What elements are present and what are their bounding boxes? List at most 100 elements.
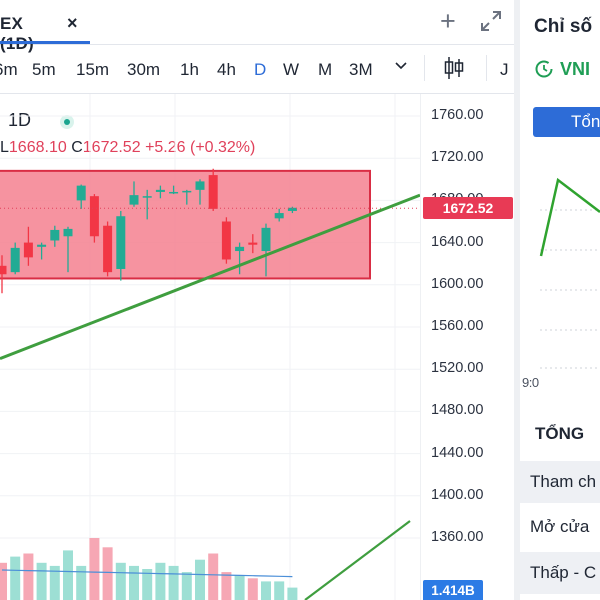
timeframe-6m[interactable]: 6m [0, 60, 18, 79]
panel-splitter[interactable] [514, 0, 520, 600]
volume-bar [168, 565, 179, 600]
candle-body [0, 265, 7, 275]
ohlc-close-label: C [71, 139, 83, 156]
toolbar-divider [424, 55, 425, 81]
candle-body [248, 242, 258, 245]
expand-icon[interactable] [478, 8, 504, 34]
volume-bar [23, 553, 34, 600]
volume-bar [115, 562, 126, 600]
ohlc-change-value: +5.26 (+0.32%) [145, 139, 256, 156]
candle-body [274, 213, 284, 219]
summary-section-title: TỔNG [535, 424, 585, 443]
volume-ma-line [1, 569, 293, 578]
price-tick-label: 1480.00 [431, 402, 484, 419]
timeframe-W[interactable]: W [283, 60, 300, 79]
price-chart[interactable] [0, 94, 420, 600]
candlestick-icon[interactable] [443, 55, 465, 81]
volume-bar [155, 562, 166, 600]
timeframe-30m[interactable]: 30m [127, 60, 161, 79]
price-tick-label: 1440.00 [431, 444, 484, 461]
clock-icon [535, 60, 553, 78]
volume-bar [287, 587, 298, 600]
price-tick-label: 1720.00 [431, 149, 484, 166]
candle-body [195, 181, 205, 190]
candle-body [10, 247, 20, 273]
candle-body [116, 216, 126, 269]
candle-body [221, 221, 231, 260]
candle-body [76, 185, 86, 201]
candle-body [142, 196, 152, 198]
timeframe-D[interactable]: D [254, 60, 267, 79]
timeframe-1h[interactable]: 1h [180, 60, 199, 79]
trendline-volume [304, 520, 411, 600]
index-side-panel: Chỉ số VNI Tổn 9:0 TỔNG Tham ch Mở cửa T… [520, 0, 600, 600]
price-tick-label: 1520.00 [431, 360, 484, 377]
candle-body [208, 175, 218, 209]
price-tick-label: 1600.00 [431, 275, 484, 292]
timeframe-M[interactable]: M [318, 60, 333, 79]
volume-bar [274, 581, 285, 600]
volume-bar [261, 581, 271, 600]
timeframe-3M[interactable]: 3M [349, 60, 373, 79]
candle-body [103, 225, 113, 273]
summary-row-reference: Tham ch [520, 461, 600, 503]
volume-bar [102, 547, 113, 600]
chart-tab-bar: EX (1D) × + [0, 0, 514, 53]
volume-bar [247, 578, 258, 600]
candle-body [287, 207, 297, 211]
volume-bar [142, 569, 153, 600]
timeframe-toolbar: 6m 5m 15m 30m 1h 4h DWM 3M [0, 45, 514, 94]
ohlc-close-value: 1672.52 [82, 139, 141, 156]
trendline [0, 193, 420, 361]
price-tick-label: 1640.00 [431, 233, 484, 250]
candle-body [155, 189, 165, 192]
price-tick-label: 1760.00 [431, 107, 484, 123]
chevron-down-icon[interactable] [394, 58, 408, 72]
ohlc-low-value: 1668.10 [8, 139, 67, 156]
active-tab-indicator [0, 41, 90, 44]
volume-bar [0, 562, 7, 600]
timeframe-5m[interactable]: 5m [32, 60, 56, 79]
add-tab-icon[interactable]: + [440, 6, 456, 36]
volume-bar [195, 559, 205, 600]
last-price-tag: 1672.52 [423, 197, 513, 220]
volume-bar [129, 565, 139, 600]
summary-button[interactable]: Tổn [533, 107, 600, 137]
volume-bar [208, 553, 219, 600]
close-icon[interactable]: × [67, 13, 78, 33]
volume-tag: 1.414B [423, 580, 483, 600]
volume-bar [221, 572, 232, 600]
volume-bar [181, 572, 192, 600]
chart-panel: EX (1D) × + 6m5m15m30m1h4hDWM3M J 1D L16… [0, 0, 514, 600]
volume-bar [76, 565, 87, 600]
price-tick-label: 1360.00 [431, 529, 484, 545]
candle-body [261, 227, 271, 252]
candle-body [169, 191, 179, 194]
timeframe-15m[interactable]: 15m [76, 60, 110, 79]
candle-body [235, 246, 245, 252]
candle-body [63, 228, 73, 237]
volume-bar [63, 550, 73, 600]
timeframe-4h[interactable]: 4h [217, 60, 236, 79]
candle-body [50, 229, 60, 241]
toolbar-indicator-button[interactable]: J [500, 60, 509, 79]
summary-row-open: Mở cửa [520, 506, 600, 548]
range-box [0, 169, 371, 280]
volume-bar [89, 538, 100, 600]
price-tick-label: 1400.00 [431, 486, 484, 503]
market-status-icon [60, 115, 74, 129]
volume-bar [36, 562, 47, 600]
candle-body [129, 195, 139, 205]
candle-body [23, 242, 33, 258]
candle-body [182, 190, 192, 193]
volume-bar [234, 575, 245, 600]
intraday-mini-chart [539, 177, 600, 369]
price-axis[interactable]: 1760.001720.001680.001640.001600.001560.… [420, 94, 514, 600]
ohlc-low-label: L [0, 139, 9, 156]
candle-body [89, 196, 99, 237]
volume-bar [10, 556, 21, 600]
side-panel-title: Chỉ số [534, 16, 593, 37]
candle-body [37, 244, 47, 247]
ohlc-legend: L1668.10 C1672.52 +5.26 (+0.32%) [0, 139, 255, 157]
index-symbol[interactable]: VNI [560, 59, 591, 79]
